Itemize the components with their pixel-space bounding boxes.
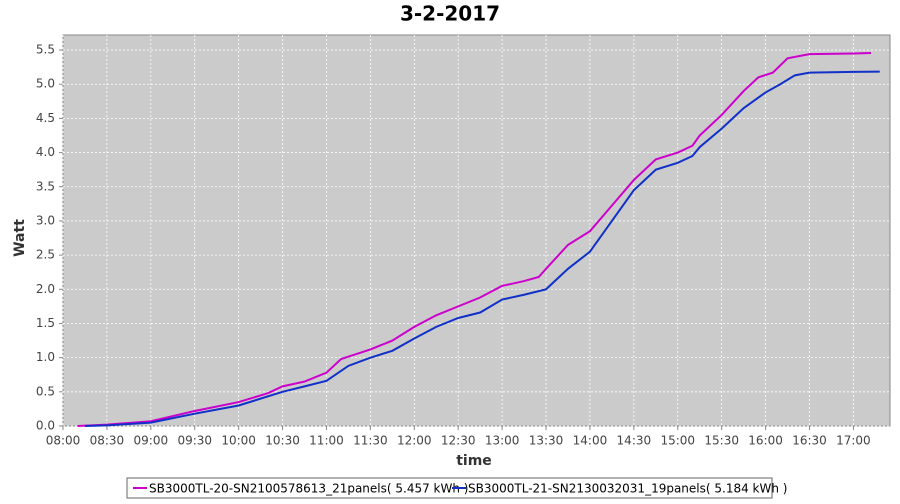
y-tick-label: 5.0 [36,77,55,91]
x-tick-label: 09:30 [177,434,212,448]
y-tick-label: 3.5 [36,179,55,193]
plot-area [62,34,891,427]
y-tick-label: 4.0 [36,145,55,159]
x-tick-label: 12:30 [441,434,476,448]
x-tick-label: 16:00 [748,434,783,448]
x-tick-label: 13:30 [529,434,564,448]
legend-label: SB3000TL-21-SN2130032031_19panels( 5.184… [468,482,787,496]
series-line [77,51,871,427]
chart-title: 3-2-2017 [400,2,500,26]
y-tick-label: 0.0 [36,419,55,433]
x-tick-label: 17:00 [836,434,871,448]
y-tick-label: 2.0 [36,282,55,296]
x-axis-label: time [456,453,492,469]
x-tick-label: 16:30 [792,434,827,448]
x-tick-label: 11:00 [309,434,344,448]
y-tick-label: 1.0 [36,350,55,364]
x-tick-label: 14:00 [573,434,608,448]
y-tick-label: 0.5 [36,384,55,398]
x-tick-label: 10:30 [265,434,300,448]
y-tick-label: 2.5 [36,248,55,262]
y-axis-label: Watt [12,219,28,257]
x-tick-label: 11:30 [353,434,388,448]
y-tick-label: 5.5 [36,43,55,57]
y-tick-label: 1.5 [36,316,55,330]
x-tick-label: 08:30 [90,434,125,448]
legend-box [126,477,773,499]
y-tick-label: 4.5 [36,111,55,125]
x-tick-label: 10:00 [221,434,256,448]
x-tick-label: 15:00 [660,434,695,448]
x-tick-label: 15:30 [704,434,739,448]
x-tick-label: 12:00 [397,434,432,448]
x-tick-label: 14:30 [617,434,652,448]
x-tick-label: 09:00 [134,434,169,448]
x-tick-label: 08:00 [46,434,81,448]
series-line [84,70,880,427]
x-tick-label: 13:00 [485,434,520,448]
y-tick-label: 3.0 [36,213,55,227]
legend-label: SB3000TL-20-SN2100578613_21panels( 5.457… [149,482,468,496]
